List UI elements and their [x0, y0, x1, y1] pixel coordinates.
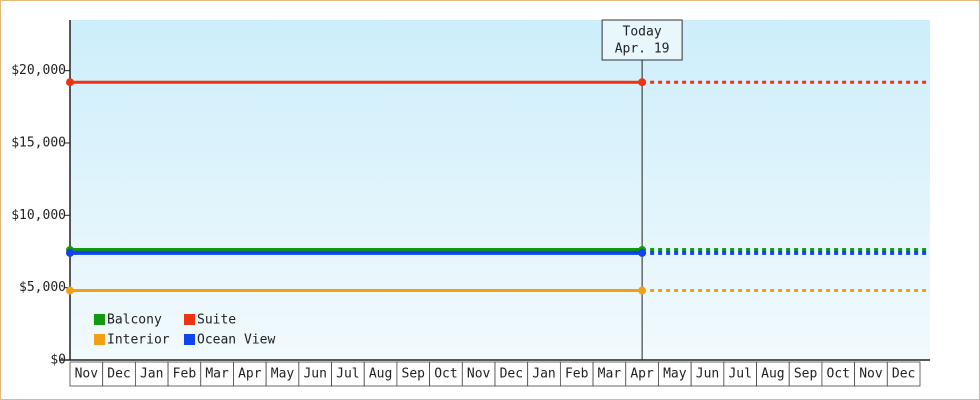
y-tick-label: $20,000 [11, 63, 66, 78]
month-box [690, 361, 725, 387]
legend-label: Balcony [107, 313, 162, 328]
month-box [494, 361, 529, 387]
legend-swatch [94, 314, 105, 325]
x-tick-label: May [271, 367, 295, 382]
x-tick-label: Dec [500, 367, 523, 382]
series-point [638, 286, 647, 295]
x-tick-label: Feb [173, 367, 197, 382]
month-box [167, 361, 202, 387]
series-point [66, 78, 74, 87]
month-box [625, 361, 659, 387]
legend: Balcony Suite Interior Ocean View [94, 313, 275, 348]
x-tick-label: Apr [238, 367, 262, 382]
legend-swatch [184, 334, 195, 345]
month-box [429, 361, 463, 387]
today-date: Apr. 19 [615, 42, 670, 57]
x-tick-label: Sep [402, 367, 426, 382]
x-tick-label: Mar [598, 367, 622, 382]
month-box [756, 361, 790, 387]
legend-label: Interior [107, 333, 170, 348]
x-tick-label: Nov [467, 367, 491, 382]
x-tick-label: Aug [369, 367, 392, 382]
month-box [886, 361, 921, 387]
x-tick-label: Jun [696, 367, 719, 382]
month-box [265, 361, 300, 387]
month-box [331, 361, 365, 387]
legend-label: Ocean View [197, 333, 275, 348]
x-tick-label: May [663, 367, 687, 382]
x-tick-label: Jan [140, 367, 163, 382]
x-tick-label: Oct [827, 367, 850, 382]
y-tick-label: $0 [50, 353, 66, 368]
y-tick-label: $10,000 [11, 208, 66, 223]
month-box [396, 361, 431, 387]
today-box [601, 19, 683, 61]
x-tick-label: Jul [336, 367, 359, 382]
series-point [66, 248, 74, 257]
x-tick-label: Nov [75, 367, 99, 382]
x-tick-label: Mar [205, 367, 229, 382]
x-tick-label: Nov [859, 367, 883, 382]
x-tick-label: Jun [303, 367, 326, 382]
month-box [102, 361, 136, 387]
month-box [233, 361, 267, 387]
series-point [638, 78, 647, 87]
month-box [592, 361, 627, 387]
legend-label: Suite [197, 313, 236, 328]
legend-swatch [94, 334, 105, 345]
month-box [788, 361, 823, 387]
month-box [821, 361, 856, 387]
month-box [200, 361, 234, 387]
x-tick-label: Jan [532, 367, 555, 382]
series-point [66, 286, 74, 295]
month-box [527, 361, 561, 387]
legend-swatch [184, 314, 195, 325]
x-tick-label: Dec [892, 367, 915, 382]
x-tick-label: Apr [630, 367, 654, 382]
month-box [658, 361, 692, 387]
x-tick-label: Feb [565, 367, 589, 382]
y-tick-label: $5,000 [19, 280, 66, 295]
x-tick-label: Oct [434, 367, 457, 382]
series-point [638, 248, 647, 257]
month-box [723, 361, 757, 387]
month-box [461, 361, 496, 387]
month-box [559, 361, 594, 387]
plot-area [70, 20, 930, 360]
x-tick-label: Aug [761, 367, 784, 382]
month-box [69, 361, 104, 387]
today-label: Today [623, 25, 662, 40]
x-tick-label: Sep [794, 367, 818, 382]
x-tick-label: Jul [728, 367, 751, 382]
y-tick-label: $15,000 [11, 135, 66, 150]
x-tick-label: Dec [107, 367, 130, 382]
